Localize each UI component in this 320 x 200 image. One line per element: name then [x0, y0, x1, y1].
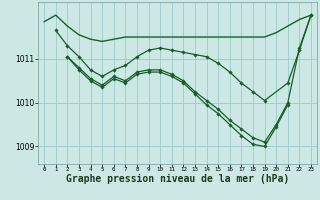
X-axis label: Graphe pression niveau de la mer (hPa): Graphe pression niveau de la mer (hPa): [66, 174, 289, 184]
